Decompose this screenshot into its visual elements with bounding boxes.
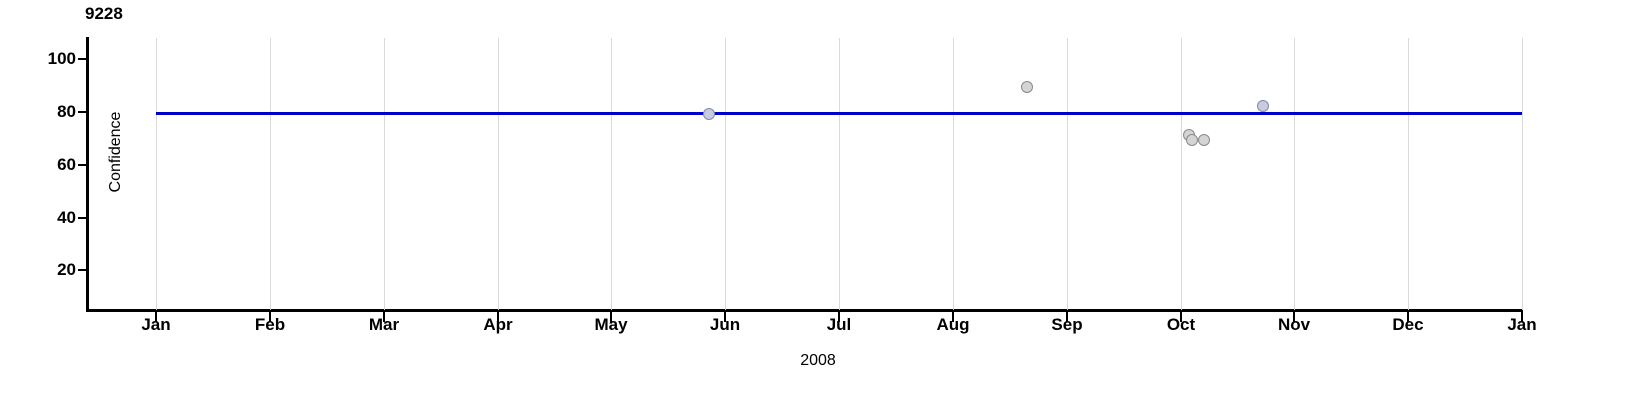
plot-area: Confidence [88, 38, 1522, 310]
x-axis-title: 2008 [0, 352, 1650, 370]
x-axis-tick [155, 312, 157, 322]
x-axis-tick-label: Jul [826, 315, 852, 334]
x-axis-line [86, 309, 1523, 312]
x-axis-tick-label: Oct [1166, 315, 1196, 334]
gridline [725, 38, 726, 310]
gridline [1522, 38, 1523, 310]
x-axis-tick [1521, 312, 1523, 322]
x-axis-tick [610, 312, 612, 322]
y-axis-tick-label: 100 [47, 49, 76, 69]
data-point-marker[interactable] [1256, 99, 1269, 112]
gridline [384, 38, 385, 310]
x-axis-tick-label: Feb [254, 315, 286, 334]
y-axis-tick-label: 80 [57, 101, 76, 121]
x-axis-tick [1180, 312, 1182, 322]
x-axis-tick-label: Jan [141, 315, 171, 334]
x-axis-tick [383, 312, 385, 322]
x-axis-tick-label: Aug [936, 315, 970, 334]
x-axis-tick-label: Sep [1051, 315, 1083, 334]
reference-line [156, 112, 1522, 116]
y-axis-tick-label: 40 [57, 207, 76, 227]
gridline [1181, 38, 1182, 310]
x-axis-tick-label: Mar [368, 315, 400, 334]
gridline [1294, 38, 1295, 310]
x-axis-tick [952, 312, 954, 322]
y-axis-tick [78, 163, 87, 166]
x-axis-tick [838, 312, 840, 322]
y-axis-tick-label: 60 [57, 154, 76, 174]
x-axis-tick-label: May [594, 315, 628, 334]
data-point-marker[interactable] [702, 107, 715, 120]
x-axis-tick [1066, 312, 1068, 322]
x-axis-tick-label: Jan [1507, 315, 1537, 334]
x-axis-tick [1407, 312, 1409, 322]
y-axis-tick [78, 216, 87, 219]
y-axis-title: Confidence [107, 111, 124, 193]
x-axis-tick [1293, 312, 1295, 322]
x-axis-tick-label: Apr [483, 315, 513, 334]
data-point-marker[interactable] [1020, 81, 1033, 94]
x-axis-tick-label: Nov [1277, 315, 1311, 334]
x-axis-tick-label: Jun [709, 315, 741, 334]
x-axis-tick-label: Dec [1392, 315, 1424, 334]
y-axis-tick [78, 110, 87, 113]
gridline [953, 38, 954, 310]
x-axis-title-text: 2008 [800, 352, 836, 369]
gridline [611, 38, 612, 310]
gridline [156, 38, 157, 310]
y-axis-tick [78, 58, 87, 61]
x-axis-tick [269, 312, 271, 322]
gridline [270, 38, 271, 310]
chart-title: 9228 [85, 4, 123, 23]
gridline [1067, 38, 1068, 310]
gridline [839, 38, 840, 310]
x-axis-tick [497, 312, 499, 322]
gridline [1408, 38, 1409, 310]
y-axis-tick-label: 20 [57, 260, 76, 280]
data-point-marker[interactable] [1197, 133, 1210, 146]
x-axis-tick [724, 312, 726, 322]
gridline [498, 38, 499, 310]
y-axis-line [86, 37, 89, 311]
y-axis-tick [78, 269, 87, 272]
